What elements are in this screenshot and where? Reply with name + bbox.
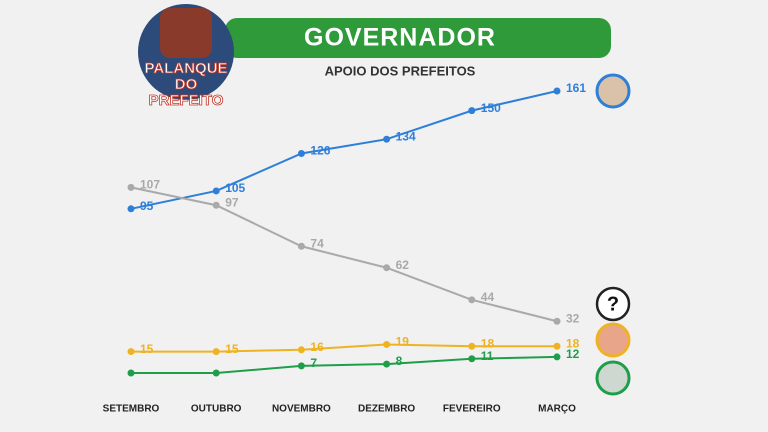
data-label: 16	[310, 340, 324, 354]
data-point	[127, 369, 135, 377]
data-point	[212, 187, 220, 195]
logo-text: PREFEITO	[149, 92, 224, 109]
x-tick-label: SETEMBRO	[103, 404, 160, 415]
data-point	[383, 264, 391, 272]
data-point	[297, 149, 305, 157]
data-point	[127, 205, 135, 213]
series-line	[131, 355, 558, 374]
data-point	[127, 183, 135, 191]
data-point	[468, 342, 476, 350]
data-label: 7	[310, 356, 317, 370]
logo: PALANQUE DO PREFEITO	[138, 4, 234, 109]
data-label: 15	[225, 342, 239, 356]
unknown-badge: ?	[607, 293, 619, 315]
avatar	[595, 322, 631, 358]
avatar	[595, 73, 631, 109]
x-tick-label: OUTUBRO	[191, 404, 242, 415]
data-point	[553, 87, 561, 95]
data-label: 18	[566, 336, 580, 350]
avatar	[595, 286, 631, 322]
data-point	[127, 348, 135, 356]
data-label: 11	[481, 349, 494, 363]
data-point	[383, 340, 391, 348]
data-point	[212, 369, 220, 377]
data-point	[383, 360, 391, 368]
data-label: 18	[481, 336, 495, 350]
data-point	[383, 135, 391, 143]
logo-text: DO	[175, 76, 198, 93]
chart-title: GOVERNADOR	[304, 24, 496, 52]
data-point	[553, 342, 561, 350]
data-label: 105	[225, 181, 245, 195]
data-point	[212, 201, 220, 209]
title-banner	[225, 18, 611, 58]
avatar	[595, 360, 631, 396]
data-point	[468, 296, 476, 304]
data-label: 134	[396, 129, 416, 143]
logo-figure	[160, 8, 212, 58]
data-label: 32	[566, 311, 580, 325]
data-point	[468, 107, 476, 115]
logo-text: PALANQUE	[144, 60, 227, 77]
data-label: 95	[140, 199, 154, 213]
data-point	[553, 353, 561, 361]
data-label: 150	[481, 101, 501, 115]
data-label: 161	[566, 81, 586, 95]
data-label: 44	[481, 290, 495, 304]
data-label: 19	[396, 335, 410, 349]
data-label: 15	[140, 342, 154, 356]
data-label: 8	[396, 354, 403, 368]
data-point	[212, 348, 220, 356]
data-point	[297, 242, 305, 250]
chart-subtitle: APOIO DOS PREFEITOS	[325, 63, 476, 78]
series-line	[130, 186, 558, 323]
data-point	[553, 317, 561, 325]
data-label: 126	[310, 144, 330, 158]
data-label: 97	[225, 195, 239, 209]
data-point	[297, 346, 305, 354]
series-line	[130, 90, 558, 210]
avatars: ?	[595, 73, 631, 396]
data-label: 107	[140, 178, 160, 192]
data-point	[468, 355, 476, 363]
x-tick-label: MARÇO	[538, 404, 576, 415]
data-label: 62	[396, 258, 410, 272]
data-label: 74	[310, 236, 324, 250]
data-label: 12	[566, 347, 580, 361]
x-tick-label: DEZEMBRO	[358, 404, 415, 415]
data-point	[297, 362, 305, 370]
x-tick-label: FEVEREIRO	[443, 404, 501, 415]
series-line	[131, 343, 557, 353]
x-tick-label: NOVEMBRO	[272, 404, 331, 415]
